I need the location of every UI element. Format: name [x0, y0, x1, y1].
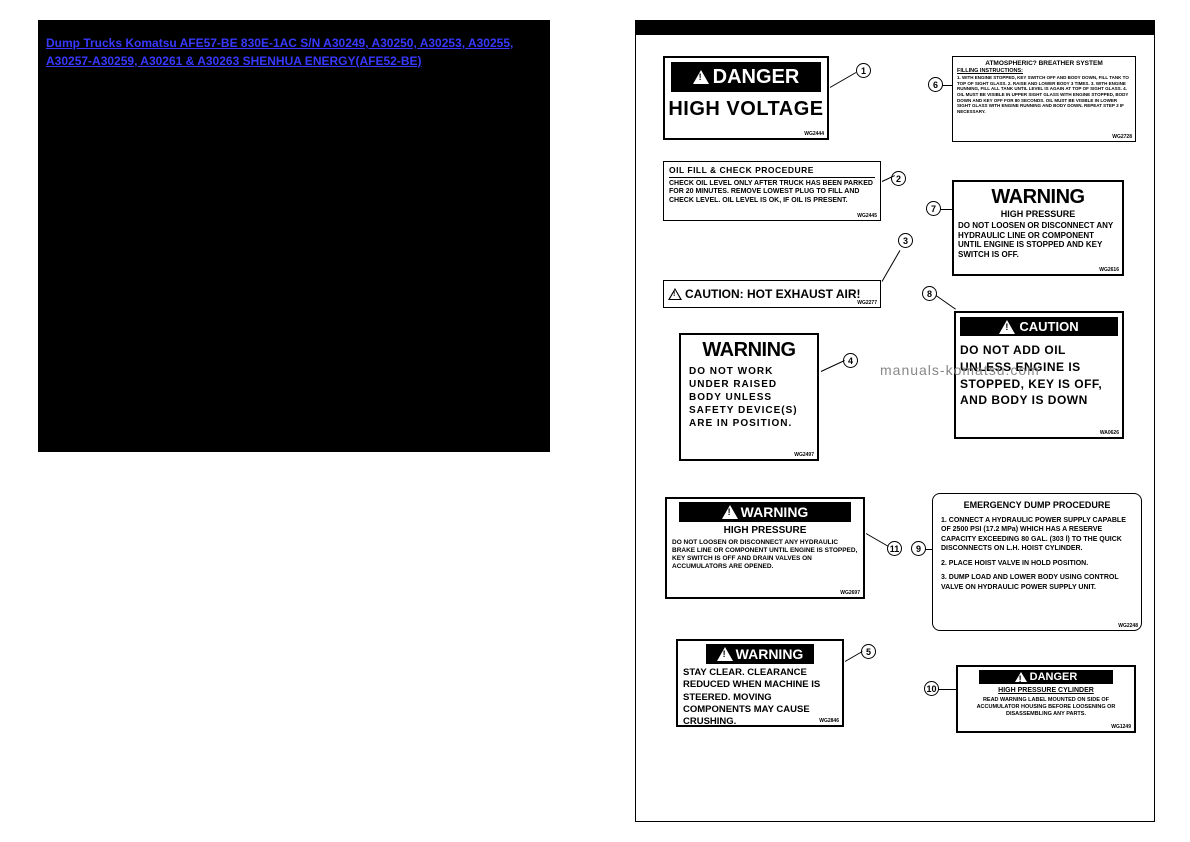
warning-triangle-icon	[999, 320, 1015, 334]
warning-title: WARNING	[689, 339, 809, 362]
leader-line	[942, 85, 952, 86]
label-atmospheric-breather: ATMOSPHERIC? BREATHER SYSTEM FILLING INS…	[952, 56, 1136, 142]
callout-5: 5	[861, 644, 876, 659]
label-id: WG2497	[794, 452, 814, 458]
warning-header: WARNING	[679, 502, 850, 522]
danger-header-text: DANGER	[1030, 671, 1078, 683]
right-panel: DANGER HIGH VOLTAGE WG2444 OIL FILL & CH…	[635, 20, 1155, 822]
warning-header: WARNING	[706, 644, 814, 664]
callout-9: 9	[911, 541, 926, 556]
label-warning-hp-brake: WARNING HIGH PRESSURE DO NOT LOOSEN OR D…	[665, 497, 865, 599]
leader-line	[830, 72, 856, 88]
emergency-p2: 2. PLACE HOIST VALVE IN HOLD POSITION.	[941, 559, 1133, 568]
label-id: WG2846	[819, 718, 839, 724]
warning-sub: HIGH PRESSURE	[672, 525, 858, 536]
warning-triangle-icon	[693, 70, 709, 84]
callout-8: 8	[922, 286, 937, 301]
label-emergency-dump: EMERGENCY DUMP PROCEDURE 1. CONNECT A HY…	[932, 493, 1142, 631]
emergency-title: EMERGENCY DUMP PROCEDURE	[941, 500, 1133, 510]
caution-triangle-icon	[668, 288, 682, 300]
callout-11: 11	[887, 541, 902, 556]
leader-line	[936, 295, 956, 310]
callout-4: 4	[843, 353, 858, 368]
label-caution-oil: CAUTION DO NOT ADD OIL UNLESS ENGINE IS …	[954, 311, 1124, 439]
leader-line	[882, 250, 901, 282]
warning-header-text: WARNING	[741, 504, 809, 520]
warning-triangle-icon	[717, 647, 733, 661]
product-link[interactable]: Dump Trucks Komatsu AFE57-BE 830E-1AC S/…	[38, 20, 550, 74]
emergency-p1: 1. CONNECT A HYDRAULIC POWER SUPPLY CAPA…	[941, 516, 1133, 554]
label-warning-clearance: WARNING STAY CLEAR. CLEARANCE REDUCED WH…	[676, 639, 844, 727]
label-warning-body: WARNING DO NOT WORK UNDER RAISED BODY UN…	[679, 333, 819, 461]
callout-1: 1	[856, 63, 871, 78]
oil-fill-title: OIL FILL & CHECK PROCEDURE	[669, 165, 875, 178]
warning-header-text: WARNING	[736, 646, 804, 662]
warning-body-text: DO NOT WORK UNDER RAISED BODY UNLESS SAF…	[689, 365, 809, 430]
warning-triangle-icon	[722, 505, 738, 519]
danger-hpc-sub: HIGH PRESSURE CYLINDER	[962, 687, 1130, 694]
leader-line	[938, 689, 956, 690]
danger-hpc-body: READ WARNING LABEL MOUNTED ON SIDE OF AC…	[962, 697, 1130, 718]
warning-clearance-text: STAY CLEAR. CLEARANCE REDUCED WHEN MACHI…	[683, 667, 837, 729]
atmos-title: ATMOSPHERIC? BREATHER SYSTEM	[957, 60, 1131, 67]
label-id: WG1249	[1111, 724, 1131, 730]
label-danger-high-voltage: DANGER HIGH VOLTAGE WG2444	[663, 56, 829, 140]
warning-hp-body: DO NOT LOOSEN OR DISCONNECT ANY HYDRAULI…	[672, 539, 858, 572]
label-id: WG2444	[804, 131, 824, 137]
leader-line	[940, 209, 952, 210]
danger-header: DANGER	[671, 62, 821, 92]
leader-line	[925, 549, 933, 550]
callout-7: 7	[926, 201, 941, 216]
danger-header: DANGER	[979, 670, 1113, 684]
label-warning-hp-hydraulic: WARNING HIGH PRESSURE DO NOT LOOSEN OR D…	[952, 180, 1124, 276]
label-id: WG2728	[1112, 134, 1132, 140]
leader-line	[845, 651, 863, 662]
label-id: WG2248	[1118, 623, 1138, 629]
caution-header: CAUTION	[960, 317, 1118, 336]
label-id: WG2616	[1099, 267, 1119, 273]
callout-6: 6	[928, 77, 943, 92]
caution-exhaust-text: CAUTION: HOT EXHAUST AIR!	[685, 287, 861, 301]
left-panel: Dump Trucks Komatsu AFE57-BE 830E-1AC S/…	[38, 20, 550, 452]
warning-hp2-body: DO NOT LOOSEN OR DISCONNECT ANY HYDRAULI…	[958, 221, 1118, 259]
oil-fill-body: CHECK OIL LEVEL ONLY AFTER TRUCK HAS BEE…	[669, 180, 875, 205]
atmos-sub: FILLING INSTRUCTIONS:	[957, 68, 1131, 74]
label-danger-hpc: DANGER HIGH PRESSURE CYLINDER READ WARNI…	[956, 665, 1136, 733]
danger-header-text: DANGER	[713, 66, 800, 89]
label-id: WG2697	[840, 590, 860, 596]
emergency-body: 1. CONNECT A HYDRAULIC POWER SUPPLY CAPA…	[941, 516, 1133, 592]
label-oil-fill: OIL FILL & CHECK PROCEDURE CHECK OIL LEV…	[663, 161, 881, 221]
caution-header-text: CAUTION	[1019, 319, 1078, 334]
label-id: WG2277	[857, 300, 877, 306]
callout-10: 10	[924, 681, 939, 696]
warning-triangle-icon	[1015, 672, 1027, 682]
leader-line	[866, 533, 889, 547]
callout-3: 3	[898, 233, 913, 248]
warning-sub: HIGH PRESSURE	[958, 209, 1118, 219]
warning-title: WARNING	[958, 186, 1118, 209]
label-id: WG2445	[857, 213, 877, 219]
panel-header-bar	[636, 21, 1154, 35]
label-caution-exhaust: CAUTION: HOT EXHAUST AIR! WG2277	[663, 280, 881, 308]
atmos-body: 1. WITH ENGINE STOPPED, KEY SWITCH OFF A…	[957, 75, 1131, 114]
high-voltage-text: HIGH VOLTAGE	[665, 98, 827, 121]
callout-2: 2	[891, 171, 906, 186]
caution-oil-text: DO NOT ADD OIL UNLESS ENGINE IS STOPPED,…	[960, 342, 1118, 409]
label-id: WA0626	[1100, 430, 1119, 436]
emergency-p3: 3. DUMP LOAD AND LOWER BODY USING CONTRO…	[941, 573, 1133, 592]
leader-line	[821, 360, 845, 372]
